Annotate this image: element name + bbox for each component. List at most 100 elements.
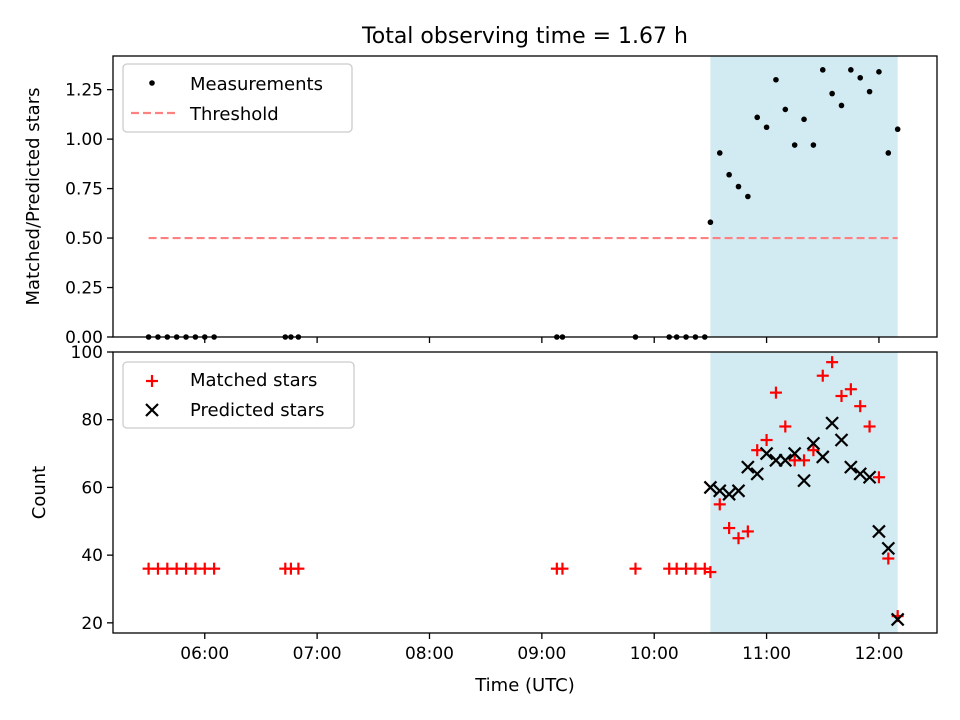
predicted-star-marker bbox=[778, 453, 793, 468]
matched-star-marker bbox=[208, 562, 221, 575]
x-tick-label: 10:00 bbox=[630, 644, 679, 664]
bottom-legend: Matched stars Predicted stars bbox=[122, 361, 355, 429]
measurement-point bbox=[745, 193, 751, 200]
observing-window-shade bbox=[710, 352, 898, 633]
chart-title: Total observing time = 1.67 h bbox=[361, 24, 688, 49]
legend-threshold-label: Threshold bbox=[189, 104, 279, 125]
legend-measurements-marker bbox=[149, 80, 155, 86]
matched-star-marker bbox=[779, 420, 792, 433]
matched-star-marker bbox=[854, 400, 867, 413]
matched-star-marker bbox=[844, 383, 857, 396]
y-tick-label: 1.25 bbox=[65, 81, 103, 101]
bottom-panel: 20 40 60 80 100 06:00 07:00 08:00 09:00 10:00 11:… bbox=[29, 343, 938, 696]
measurement-point bbox=[754, 114, 761, 121]
matched-star-marker bbox=[872, 471, 885, 484]
top-axes-frame bbox=[112, 55, 938, 338]
y-tick-label: 80 bbox=[81, 411, 103, 431]
matched-star-marker bbox=[816, 369, 829, 382]
x-tick-label: 06:00 bbox=[180, 644, 229, 664]
bottom-y-axis-label: Count bbox=[29, 466, 50, 519]
predicted-star-marker bbox=[797, 473, 811, 488]
predicted-star-marker bbox=[890, 612, 905, 627]
legend-matched-marker bbox=[146, 375, 158, 387]
matched-star-marker bbox=[882, 552, 895, 565]
measurement-point bbox=[857, 74, 864, 81]
predicted-star-marker bbox=[825, 416, 839, 430]
measurement-point bbox=[801, 116, 807, 123]
matched-star-marker bbox=[741, 525, 754, 538]
predicted-star-marker bbox=[712, 484, 727, 498]
measurement-point bbox=[876, 69, 882, 75]
x-axis-label: Time (UTC) bbox=[474, 675, 575, 696]
matched-star-marker bbox=[704, 566, 717, 579]
matched-star-marker bbox=[556, 562, 569, 575]
predicted-star-marker bbox=[815, 450, 830, 464]
y-tick-label: 0.75 bbox=[65, 180, 103, 200]
matched-star-marker bbox=[798, 454, 811, 467]
matched-star-marker bbox=[732, 532, 745, 545]
top-panel: Total observing time = 1.67 h 0.000.250.… bbox=[23, 24, 938, 348]
y-tick-label: 40 bbox=[81, 546, 103, 566]
measurement-point bbox=[885, 150, 892, 156]
y-tick-label: 1.00 bbox=[65, 130, 103, 150]
observing-window-shade bbox=[710, 56, 898, 337]
x-tick-label: 12:00 bbox=[854, 644, 903, 664]
top-x-ticks bbox=[204, 337, 880, 343]
predicted-star-marker bbox=[787, 446, 802, 461]
measurement-point bbox=[763, 124, 770, 131]
bottom-legend-box bbox=[122, 361, 355, 429]
legend-measurements-label: Measurements bbox=[190, 74, 323, 95]
measurement-point bbox=[829, 90, 835, 97]
x-tick-label: 08:00 bbox=[405, 644, 454, 664]
measurement-point bbox=[707, 219, 714, 226]
y-tick-label: 100 bbox=[71, 343, 103, 363]
matched-star-marker bbox=[292, 562, 305, 575]
predicted-star-marker bbox=[806, 436, 821, 451]
x-tick-label: 09:00 bbox=[517, 644, 566, 664]
predicted-star-marker bbox=[741, 460, 755, 474]
predicted-star-marker bbox=[853, 467, 867, 481]
bottom-axes-frame bbox=[112, 351, 938, 634]
matched-star-marker bbox=[629, 562, 642, 575]
predicted-star-marker bbox=[731, 484, 746, 498]
predicted-stars-layer bbox=[703, 416, 905, 627]
matched-stars-layer bbox=[142, 356, 904, 623]
measurement-point bbox=[838, 102, 845, 109]
matched-star-marker bbox=[769, 386, 782, 399]
bottom-y-ticks: 20 40 60 80 100 bbox=[71, 343, 113, 634]
x-tick-label: 07:00 bbox=[293, 644, 342, 664]
measurement-point bbox=[726, 171, 732, 178]
legend-matched-label: Matched stars bbox=[190, 370, 317, 391]
measurement-point bbox=[791, 142, 798, 148]
matched-star-marker bbox=[713, 498, 726, 511]
predicted-star-marker bbox=[750, 467, 764, 481]
y-tick-label: 0.00 bbox=[65, 328, 103, 348]
y-tick-label: 60 bbox=[81, 478, 103, 498]
y-tick-label: 0.25 bbox=[65, 279, 103, 299]
predicted-star-marker bbox=[862, 470, 877, 485]
legend-predicted-marker bbox=[145, 403, 159, 417]
predicted-star-marker bbox=[759, 446, 774, 461]
bottom-x-ticks: 06:00 07:00 08:00 09:00 10:00 11:00 12:00 bbox=[180, 633, 903, 664]
measurement-point bbox=[866, 88, 873, 95]
measurement-point bbox=[773, 76, 779, 83]
x-tick-label: 11:00 bbox=[742, 644, 791, 664]
matched-star-marker bbox=[751, 444, 764, 457]
measurement-point bbox=[848, 67, 854, 73]
predicted-star-marker bbox=[722, 487, 736, 501]
measurement-point bbox=[819, 67, 826, 73]
measurement-point bbox=[810, 142, 817, 148]
measurement-point bbox=[782, 106, 789, 113]
top-y-ticks: 0.00 0.25 0.50 0.75 1.00 1.25 bbox=[65, 81, 113, 348]
predicted-star-marker bbox=[844, 460, 858, 474]
predicted-star-marker bbox=[872, 524, 886, 539]
y-tick-label: 0.50 bbox=[65, 229, 103, 249]
matched-star-marker bbox=[807, 444, 820, 457]
matched-star-marker bbox=[835, 390, 848, 403]
matched-star-marker bbox=[863, 420, 876, 433]
measurement-point bbox=[894, 126, 901, 133]
top-y-axis-label: Matched/Predicted stars bbox=[23, 88, 44, 306]
matched-star-marker bbox=[723, 522, 736, 535]
top-legend-box bbox=[122, 63, 353, 133]
predicted-star-marker bbox=[834, 433, 849, 447]
